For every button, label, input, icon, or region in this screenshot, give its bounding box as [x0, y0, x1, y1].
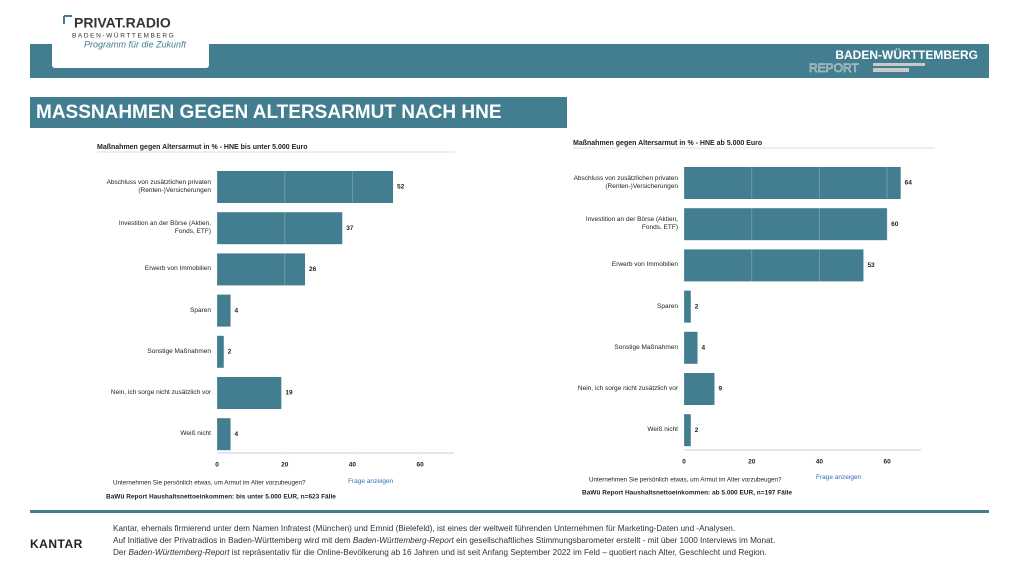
source: BaWü Report Haushaltsnettoeinkommen: ab … [582, 490, 792, 497]
category-label: Abschluss von zusätzlichen privaten (Ren… [106, 179, 211, 194]
category-label: Nein, ich sorge nicht zusätzlich vor [110, 389, 211, 396]
report-word: REPORT [809, 61, 859, 75]
category-label: Weiß nicht [647, 426, 678, 434]
question: Unternehmen Sie persönlich etwas, um Arm… [113, 480, 306, 487]
x-tick-label: 40 [349, 462, 357, 469]
footer-text: Baden-Württemberg-Report [128, 548, 230, 557]
category-label: Erwerb von Immobilien [144, 265, 211, 273]
footer-brand: KANTAR [30, 537, 83, 551]
x-tick-label: 0 [215, 462, 219, 469]
footer-text: ist repräsentativ für die Online-Bevölke… [229, 548, 767, 557]
category-label: Nein, ich sorge nicht zusätzlich vor [577, 385, 678, 392]
source: BaWü Report Haushaltsnettoeinkommen: bis… [106, 494, 336, 501]
bar [217, 253, 306, 286]
category-label: Erwerb von Immobilien [611, 261, 678, 269]
logo-title: PRIVAT.RADIO [74, 15, 171, 31]
footer-line [30, 510, 989, 513]
footer-line-2: Auf Initiative der Privatradios in Baden… [113, 536, 775, 545]
value-label: 26 [309, 266, 317, 273]
footer-line-1: Kantar, ehemals firmierend unter dem Nam… [113, 524, 735, 533]
value-label: 2 [228, 349, 232, 356]
value-label: 4 [702, 345, 706, 352]
category-label: Abschluss von zusätzlichen privaten (Ren… [573, 175, 678, 190]
value-label: 60 [891, 221, 899, 228]
value-label: 4 [235, 307, 239, 314]
footer-text: ein gesellschaftliches Stimmungsbaromete… [453, 536, 776, 545]
x-tick-label: 20 [281, 462, 289, 469]
x-tick-label: 60 [417, 462, 425, 469]
category-label: Investition an der Börse (Aktien, Fonds,… [118, 220, 211, 236]
value-label: 52 [397, 184, 405, 191]
value-label: 19 [285, 390, 293, 397]
footer-text: Auf Initiative der Privatradios in Baden… [113, 536, 353, 545]
chart-title: Maßnahmen gegen Altersarmut in % - HNE a… [573, 140, 762, 147]
footer-line-3: Der Baden-Württemberg-Report ist repräse… [113, 548, 767, 557]
footer-text: Der [113, 548, 129, 557]
footer-text: Kantar, ehemals firmierend unter dem Nam… [113, 524, 736, 533]
bar [217, 335, 224, 368]
category-label: Weiß nicht [180, 430, 211, 438]
category-label: Sonstige Maßnahmen [614, 343, 678, 351]
logo-slogan: Programm für die Zukunft [84, 39, 187, 49]
value-label: 2 [695, 427, 699, 434]
question-link[interactable]: Frage anzeigen [348, 478, 394, 485]
title-box [30, 97, 567, 128]
report-bar [873, 68, 909, 72]
bar [217, 418, 231, 451]
bar [684, 249, 864, 282]
bar [217, 294, 231, 327]
logo-box [52, 8, 209, 68]
report-bar [873, 63, 925, 66]
report-region: BADEN-WÜRTTEMBERG [835, 47, 978, 62]
question-link[interactable]: Frage anzeigen [816, 474, 862, 481]
bar [684, 414, 691, 447]
category-label: Sparen [190, 306, 211, 314]
bar [217, 171, 394, 203]
question: Unternehmen Sie persönlich etwas, um Arm… [589, 477, 782, 484]
bar [217, 212, 343, 245]
value-label: 2 [695, 303, 699, 310]
slide-title: MASSNAHMEN GEGEN ALTERSARMUT NACH HNE [36, 102, 502, 123]
value-label: 37 [346, 225, 354, 232]
value-label: 4 [235, 431, 239, 438]
bar [684, 167, 901, 199]
value-label: 53 [867, 262, 875, 269]
footer-text: Baden-Württemberg-Report [352, 536, 454, 545]
bar [684, 331, 698, 364]
x-tick-label: 60 [884, 459, 892, 466]
x-tick-label: 40 [816, 459, 824, 466]
category-label: Investition an der Börse (Aktien, Fonds,… [585, 216, 678, 232]
value-label: 9 [718, 386, 722, 393]
logo-corner [63, 15, 72, 24]
bar [684, 208, 888, 241]
x-tick-label: 0 [682, 459, 686, 466]
bar [217, 377, 282, 409]
bar [684, 373, 715, 405]
category-label: Sonstige Maßnahmen [147, 347, 211, 355]
category-label: Sparen [657, 302, 678, 310]
chart-title: Maßnahmen gegen Altersarmut in % - HNE b… [97, 144, 308, 151]
value-label: 64 [905, 180, 913, 187]
bar [684, 290, 691, 323]
logo-region: BADEN-WÜRTTEMBERG [72, 32, 175, 40]
x-tick-label: 20 [748, 459, 756, 466]
